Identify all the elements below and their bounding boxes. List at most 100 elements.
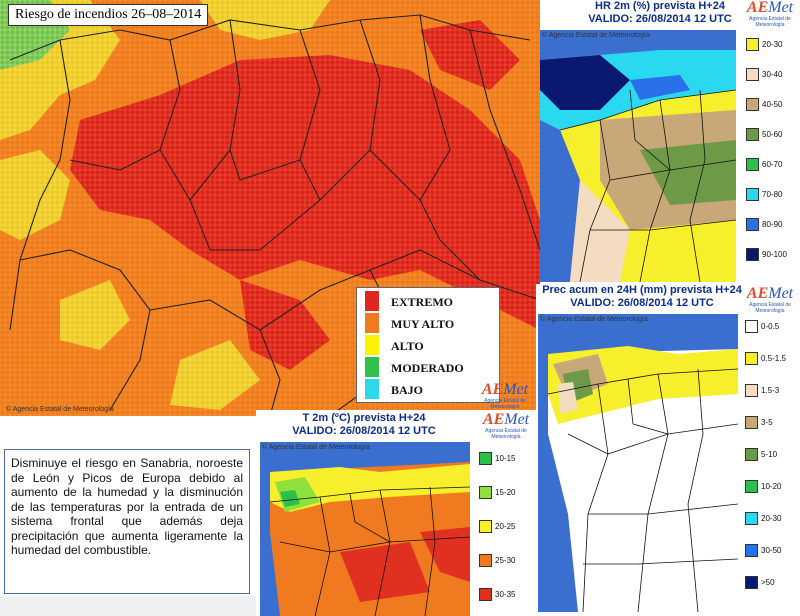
legend-label: 50-60 [762,130,783,139]
legend-label: MUY ALTO [391,317,455,331]
legend-label: 0.5-1.5 [761,354,786,363]
humidity-legend-item: 30-40 [743,68,800,86]
aemet-logo-a: AE [482,411,505,428]
legend-swatch [745,480,758,493]
aemet-logo-sub: Agencia Estatal de Meteorología [749,16,791,28]
legend-swatch [479,588,492,601]
temperature-legend: 10-15 15-20 20-25 25-30 30-35 [476,442,536,616]
legend-label: 90-100 [762,250,787,259]
temperature-legend-item: 10-15 [476,452,536,470]
legend-label: 1.5-3 [761,386,780,395]
aemet-logo-sub: Agencia Estatal de Meteorología [485,428,527,440]
legend-label: 20-30 [762,40,783,49]
humidity-legend-item: 70-80 [743,188,800,206]
aemet-logo-sub: Agencia Estatal de Meteorología [749,302,791,314]
aemet-logo: AEMet Agencia Estatal de Meteorología [476,411,536,441]
legend-swatch [745,416,758,429]
legend-swatch [479,486,492,499]
aemet-logo-a: AE [746,285,769,302]
legend-label: 3-5 [761,418,773,427]
aemet-logo-a: AE [481,381,504,398]
humidity-map-title-line2: VALIDO: 26/08/2014 12 UTC [588,13,732,25]
aemet-logo-b: Met [504,411,530,428]
precipitation-map-credit: © Agencia Estatal de Meteorología [540,316,648,323]
legend-label: 80-90 [762,220,783,229]
legend-label: EXTREMO [391,295,454,309]
temperature-map-title-line2: VALIDO: 26/08/2014 12 UTC [292,425,436,437]
temperature-legend-item: 15-20 [476,486,536,504]
slide-toolbar [0,596,256,616]
precipitation-map-title-line1: Prec acum en 24H (mm) prevista H+24 [542,284,742,296]
legend-label: 25-30 [495,556,516,565]
precipitation-legend-item: 5-10 [742,448,800,466]
legend-label: 30-35 [495,590,516,599]
legend-label: ALTO [391,339,424,353]
humidity-legend-item: 20-30 [743,38,800,56]
legend-swatch [745,544,758,557]
precipitation-legend-item: >50 [742,576,800,594]
legend-label: 10-15 [495,454,516,463]
temperature-legend-item: 30-35 [476,588,536,606]
legend-swatch [365,379,379,399]
legend-swatch [746,218,759,231]
legend-swatch [746,158,759,171]
temperature-legend-item: 25-30 [476,554,536,572]
temperature-map-title: T 2m (ºC) prevista H+24 VALIDO: 26/08/20… [256,412,472,438]
humidity-map-credit: © Agencia Estatal de Meteorología [542,32,650,39]
precipitation-legend: 0-0.5 0.5-1.5 1.5-3 3-5 5-10 10-20 20-30… [742,314,800,616]
aemet-logo: AEMet Agencia Estatal de Meteorología [470,381,540,411]
precipitation-map-title: Prec acum en 24H (mm) prevista H+24 VALI… [536,284,748,310]
legend-label: 70-80 [762,190,783,199]
aemet-logo: AEMet Agencia Estatal de Meteorología [740,285,800,315]
legend-swatch [746,128,759,141]
legend-swatch [365,335,379,355]
precipitation-legend-item: 3-5 [742,416,800,434]
legend-label: 30-50 [761,546,782,555]
legend-label: 0-0.5 [761,322,780,331]
humidity-legend: 20-30 30-40 40-50 50-60 60-70 70-80 80-9… [743,30,800,284]
description-box: Disminuye el riesgo en Sanabria, noroest… [4,449,250,594]
fire-risk-map-panel: Riesgo de incendios 26–08–2014 © Agencia… [0,0,540,416]
aemet-logo-a: AE [746,0,769,16]
legend-swatch [479,520,492,533]
precipitation-legend-item: 20-30 [742,512,800,530]
legend-swatch [746,38,759,51]
legend-swatch [746,188,759,201]
legend-swatch [479,554,492,567]
legend-swatch [745,576,758,589]
aemet-logo: AEMet Agencia Estatal de Meteorología [740,0,800,28]
humidity-map-title-line1: HR 2m (%) prevista H+24 [595,0,725,12]
humidity-legend-item: 80-90 [743,218,800,236]
legend-label: 20-25 [495,522,516,531]
fire-risk-legend-item: EXTREMO [357,291,499,313]
legend-swatch [745,320,758,333]
fire-risk-legend-item: BAJO [357,379,499,401]
aemet-logo-b: Met [503,381,529,398]
precipitation-map-panel: Prec acum en 24H (mm) prevista H+24 VALI… [536,284,800,616]
humidity-legend-item: 60-70 [743,158,800,176]
precipitation-legend-item: 30-50 [742,544,800,562]
legend-label: 5-10 [761,450,778,459]
temperature-map-title-line1: T 2m (ºC) prevista H+24 [302,412,426,424]
legend-label: MODERADO [391,361,464,375]
legend-label: 20-30 [761,514,782,523]
fire-risk-legend-item: MODERADO [357,357,499,379]
legend-swatch [746,68,759,81]
legend-label: 10-20 [761,482,782,491]
temperature-map-panel: T 2m (ºC) prevista H+24 VALIDO: 26/08/20… [256,410,536,616]
temperature-map-credit: © Agencia Estatal de Meteorología [262,444,370,451]
legend-swatch [746,248,759,261]
fire-risk-legend: EXTREMO MUY ALTO ALTO MODERADO BAJO [356,287,500,403]
legend-swatch [745,384,758,397]
fire-risk-legend-item: MUY ALTO [357,313,499,335]
aemet-logo-sub: Agencia Estatal de Meteorología [484,398,526,410]
humidity-legend-item: 40-50 [743,98,800,116]
legend-swatch [365,357,379,377]
legend-swatch [746,98,759,111]
legend-swatch [365,313,379,333]
humidity-map-panel: HR 2m (%) prevista H+24 VALIDO: 26/08/20… [540,0,800,284]
precipitation-legend-item: 0-0.5 [742,320,800,338]
legend-swatch [365,291,379,311]
legend-label: 15-20 [495,488,516,497]
legend-label: 30-40 [762,70,783,79]
